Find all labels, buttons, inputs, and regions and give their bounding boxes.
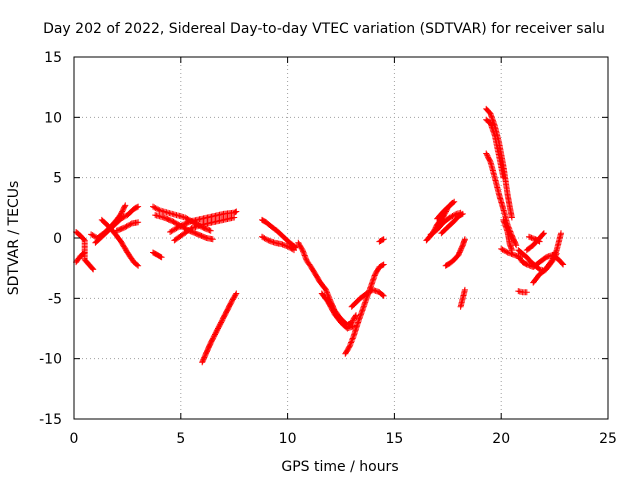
x-tick-labels: 0 5 10 15 20 25 — [70, 431, 617, 447]
y-tick-label: -5 — [48, 291, 62, 307]
x-tick-label: 20 — [492, 431, 510, 447]
y-tick-label: 10 — [44, 110, 62, 126]
sdtvar-points — [73, 105, 567, 366]
axis-ticks — [73, 56, 609, 420]
x-tick-label: 15 — [385, 431, 403, 447]
data-points — [73, 105, 567, 366]
grid-lines — [74, 57, 608, 419]
y-tick-label: 0 — [53, 231, 62, 247]
y-tick-label: -15 — [39, 412, 62, 428]
y-tick-labels: -15 -10 -5 0 5 10 15 — [39, 50, 62, 428]
x-tick-label: 25 — [599, 431, 617, 447]
y-tick-label: 5 — [53, 171, 62, 187]
y-axis-label: SDTVAR / TECUs — [6, 181, 22, 296]
y-tick-label: -10 — [39, 352, 62, 368]
x-tick-label: 10 — [279, 431, 297, 447]
y-tick-label: 15 — [44, 50, 62, 66]
x-axis-label: GPS time / hours — [281, 459, 398, 475]
chart-title: Day 202 of 2022, Sidereal Day-to-day VTE… — [43, 21, 605, 37]
x-tick-label: 0 — [70, 431, 79, 447]
x-tick-label: 5 — [176, 431, 185, 447]
